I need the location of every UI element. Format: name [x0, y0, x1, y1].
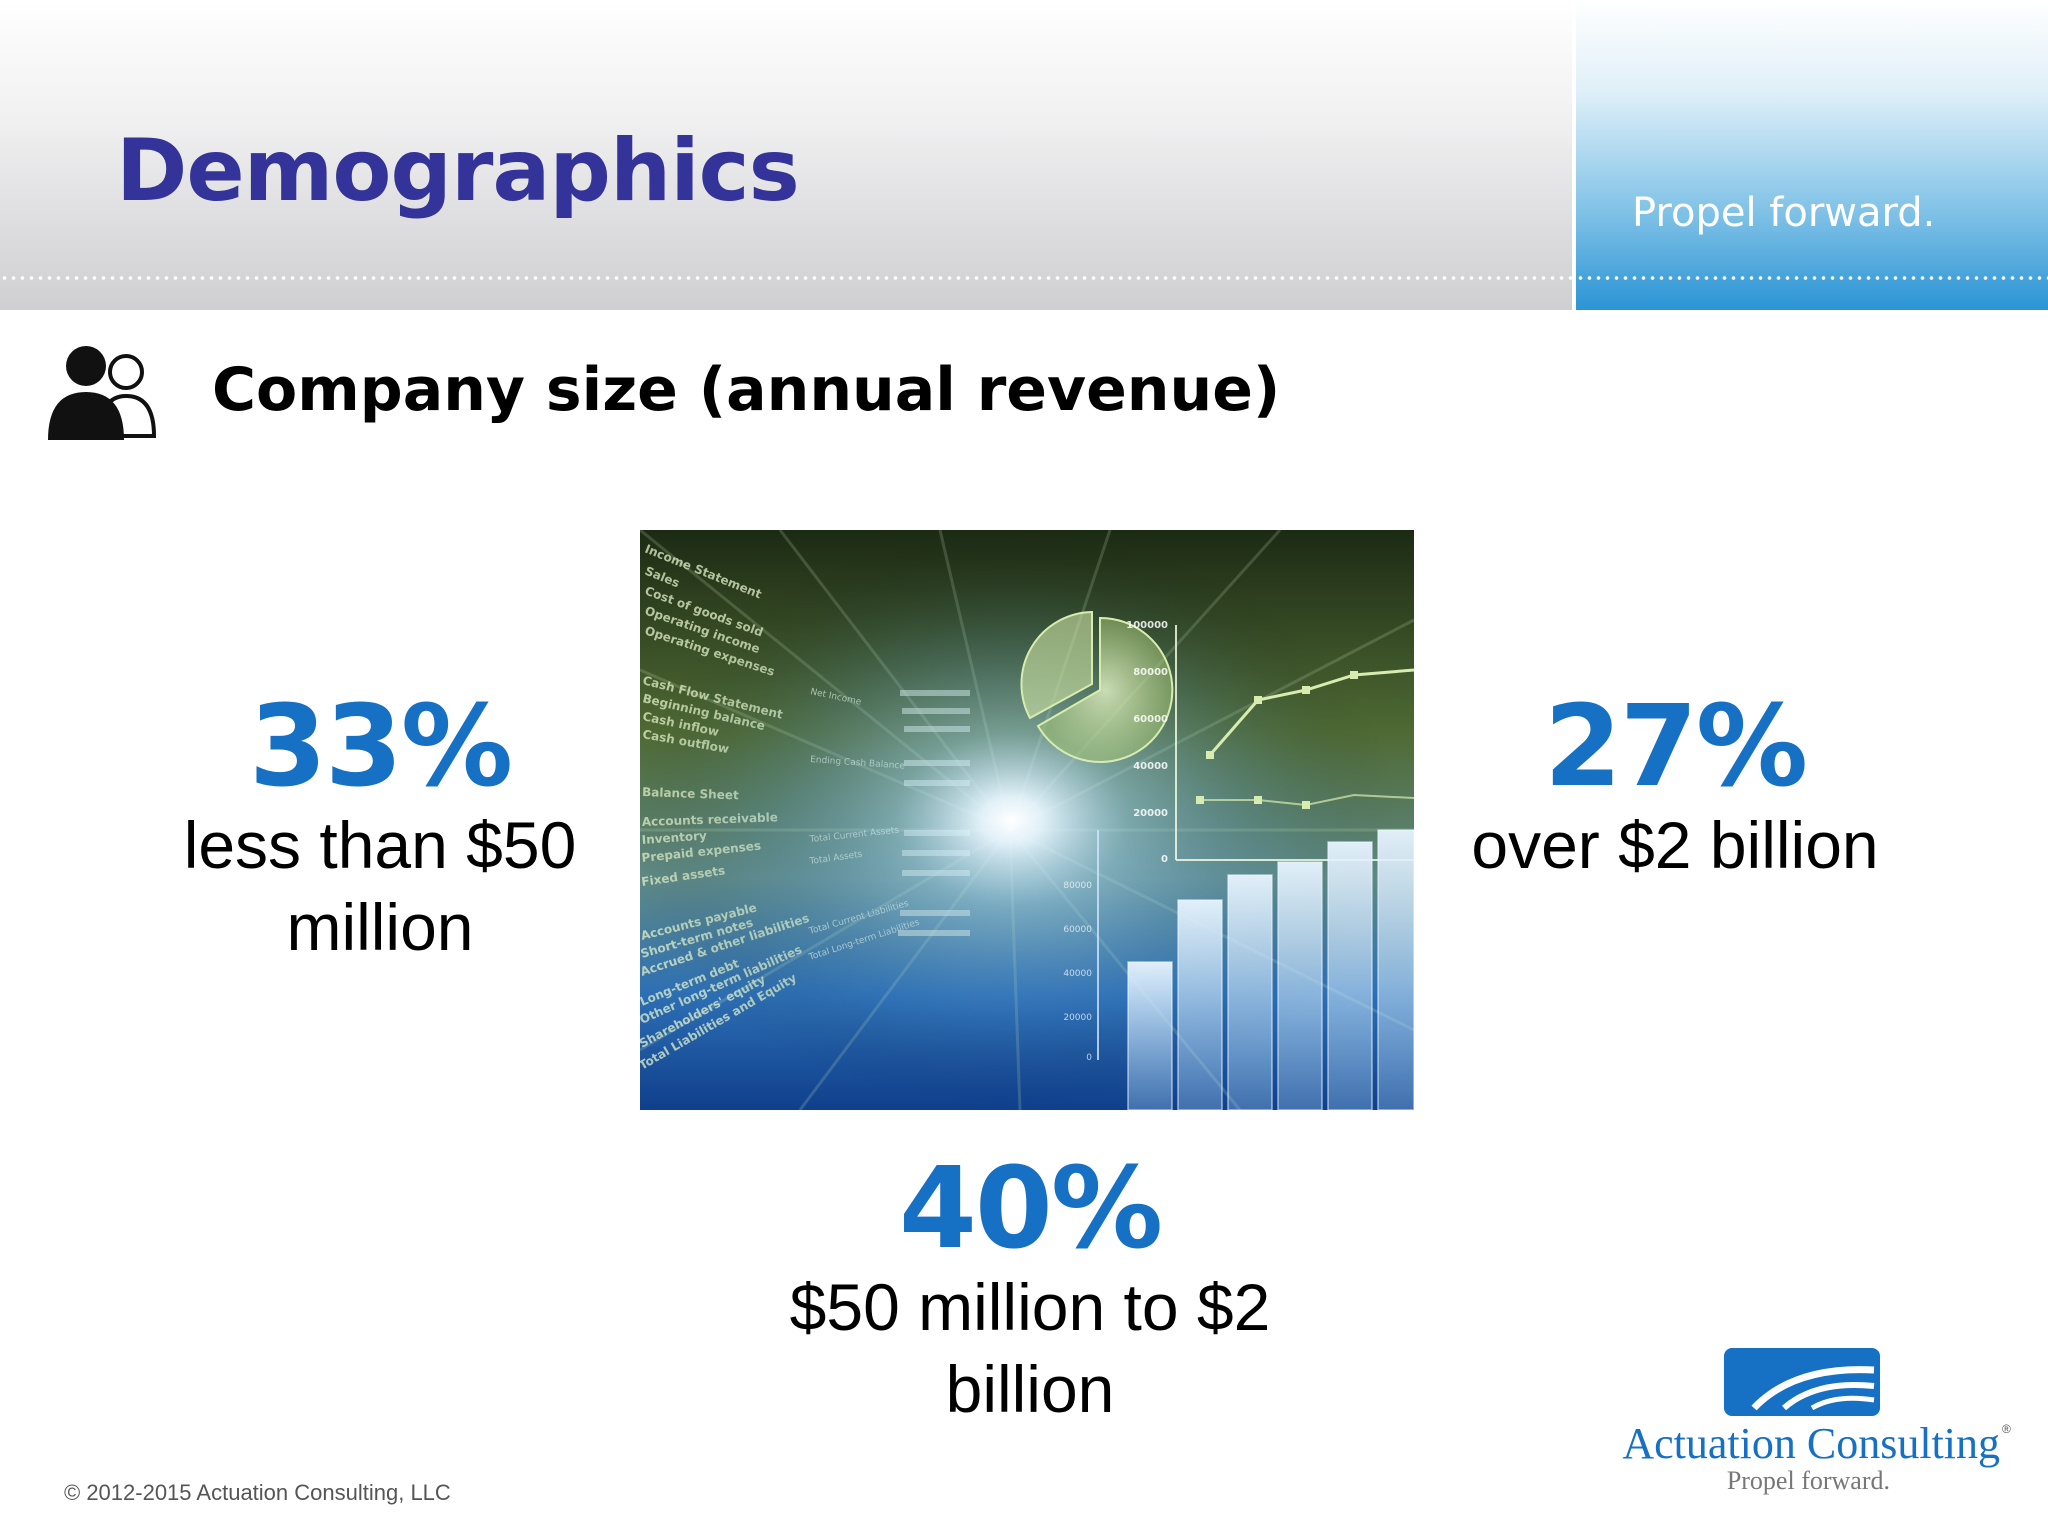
- axis-tick: 20000: [1133, 808, 1168, 819]
- axis-tick: 40000: [1063, 969, 1092, 979]
- dotted-rule-left: [0, 276, 1572, 280]
- logo-tagline: Propel forward.: [1726, 1466, 1890, 1495]
- stat-percent: 40%: [898, 1144, 1163, 1274]
- logo-registered-mark: ®: [2002, 1422, 2011, 1436]
- slide-header: Demographics Propel forward.: [0, 0, 2048, 310]
- axis-tick: 0: [1161, 854, 1168, 865]
- axis-tick: 0: [1086, 1053, 1092, 1063]
- axis-tick: 20000: [1063, 1013, 1092, 1023]
- dotted-rule-right: [1576, 276, 2048, 280]
- logo-name: Actuation Consulting: [1622, 1419, 2000, 1468]
- stat-mid-companies: 40% $50 million to $2 billion: [740, 1152, 1320, 1430]
- finance-illustration: Income Statement Sales Cost of goods sol…: [640, 530, 1414, 1110]
- slide-title: Demographics: [116, 121, 800, 221]
- section-subtitle: Company size (annual revenue): [212, 355, 1281, 425]
- logo-mark: [1724, 1348, 1880, 1416]
- company-logo: Actuation Consulting ® Propel forward.: [1604, 1346, 2014, 1496]
- axis-tick: 100000: [1126, 620, 1168, 631]
- axis-tick: 40000: [1133, 761, 1168, 772]
- copyright-notice: © 2012-2015 Actuation Consulting, LLC: [64, 1480, 451, 1505]
- axis-tick: 80000: [1133, 667, 1168, 678]
- stat-large-companies: 27% over $2 billion: [1435, 690, 1915, 886]
- stat-label: $50 million to $2 billion: [789, 1270, 1271, 1427]
- axis-tick: 60000: [1063, 925, 1092, 935]
- people-icon: [48, 346, 157, 440]
- axis-tick: 60000: [1133, 714, 1168, 725]
- axis-tick: 80000: [1063, 881, 1092, 891]
- stat-percent: 33%: [248, 682, 513, 812]
- stat-percent: 27%: [1543, 682, 1808, 812]
- stat-small-companies: 33% less than $50 million: [150, 690, 610, 968]
- header-blue-band: [1576, 0, 2048, 310]
- header-gray-band: [0, 0, 1572, 310]
- header-tagline: Propel forward.: [1632, 190, 1936, 236]
- header-divider: [1572, 0, 1576, 310]
- stat-label: less than $50 million: [183, 808, 577, 965]
- stat-label: over $2 billion: [1471, 808, 1879, 883]
